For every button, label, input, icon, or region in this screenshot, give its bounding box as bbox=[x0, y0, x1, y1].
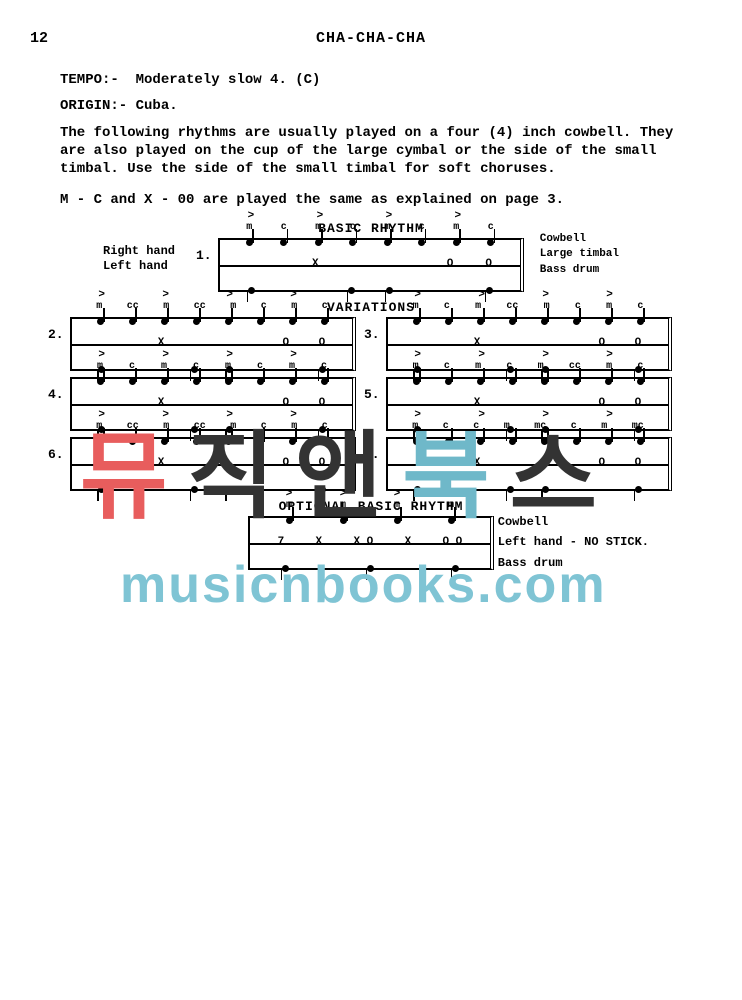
pattern-7: 7. >>>> mccmmccmmc XOO bbox=[386, 437, 672, 491]
mid-1: XOO bbox=[232, 258, 508, 270]
opt-bassdrum: Bass drum bbox=[498, 556, 563, 570]
opt-lefthand: Left hand - NO STICK. bbox=[498, 535, 649, 549]
notes-1 bbox=[232, 234, 508, 246]
notation-row-67: 6. >>>> mccmccmcmc XOO 7. >>>> mccmmccmm… bbox=[60, 437, 682, 491]
pattern-1: 1. Right hand Left hand >>>> mcmcmcmc XO… bbox=[218, 238, 524, 292]
page-title: CHA-CHA-CHA bbox=[60, 30, 682, 47]
pattern-1-number: 1. bbox=[196, 248, 212, 263]
staff-6: >>>> mccmccmcmc XOO bbox=[70, 437, 356, 491]
notation-row-basic: 1. Right hand Left hand >>>> mcmcmcmc XO… bbox=[60, 238, 682, 292]
staff-1: >>>> mcmcmcmc XOO bbox=[218, 238, 524, 292]
pattern-6-number: 6. bbox=[48, 447, 64, 462]
origin-value: Cuba. bbox=[136, 98, 178, 114]
timbal-label: Large timbal bbox=[540, 248, 619, 260]
opt-cowbell: Cowbell bbox=[498, 515, 548, 529]
right-hand-label: Right hand bbox=[103, 244, 175, 258]
origin-line: ORIGIN:- Cuba. bbox=[60, 98, 682, 114]
staff-7: >>>> mccmmccmmc XOO bbox=[386, 437, 672, 491]
pattern-3-number: 3. bbox=[364, 327, 380, 342]
accents-1: >>>> bbox=[232, 210, 508, 222]
paragraph-1: The following rhythms are usually played… bbox=[60, 124, 682, 179]
hand-labels: Right hand Left hand bbox=[103, 244, 175, 275]
tempo-line: TEMPO:- Moderately slow 4. (C) bbox=[60, 72, 682, 88]
paragraph-2: M - C and X - 00 are played the same as … bbox=[60, 191, 682, 209]
pattern-optional: >>>> mmmm 7XX OXO O Cowbell Left hand - … bbox=[248, 516, 494, 570]
pattern-7-number: 7. bbox=[364, 447, 380, 462]
pattern-2-number: 2. bbox=[48, 327, 64, 342]
origin-label: ORIGIN:- bbox=[60, 98, 127, 114]
cowbell-label: Cowbell bbox=[540, 233, 586, 245]
instrument-labels-1: Cowbell Large timbal Bass drum bbox=[540, 232, 619, 278]
left-hand-label: Left hand bbox=[103, 259, 168, 273]
staff-optional: >>>> mmmm 7XX OXO O bbox=[248, 516, 494, 570]
notation-row-optional: >>>> mmmm 7XX OXO O Cowbell Left hand - … bbox=[60, 516, 682, 570]
tempo-value: Moderately slow 4. (C) bbox=[136, 72, 321, 88]
page-content: 12 CHA-CHA-CHA TEMPO:- Moderately slow 4… bbox=[0, 0, 742, 606]
page-number: 12 bbox=[30, 30, 48, 47]
pattern-5-number: 5. bbox=[364, 387, 380, 402]
beats-1: mcmcmcmc bbox=[232, 222, 508, 233]
pattern-4-number: 4. bbox=[48, 387, 64, 402]
bassdrum-label: Bass drum bbox=[540, 264, 599, 276]
optional-labels: Cowbell Left hand - NO STICK. Bass drum bbox=[498, 512, 649, 573]
pattern-6: 6. >>>> mccmccmcmc XOO bbox=[70, 437, 356, 491]
tempo-label: TEMPO:- bbox=[60, 72, 119, 88]
